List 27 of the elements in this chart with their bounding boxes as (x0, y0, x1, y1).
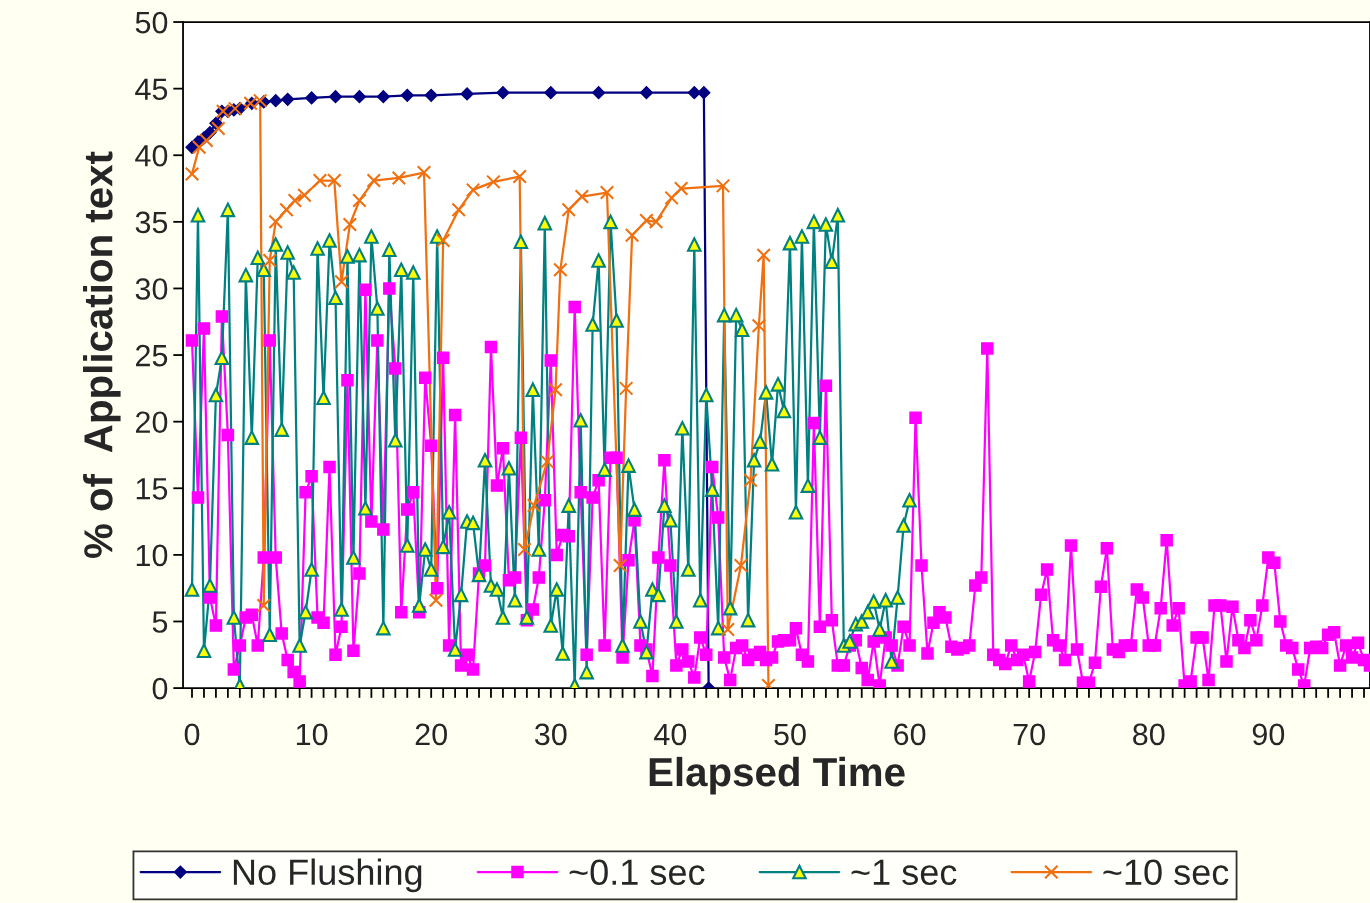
y-tick-label: 5 (152, 611, 168, 633)
x-tick-label: 60 (894, 723, 926, 746)
y-tick-label: 45 (135, 78, 168, 101)
x-tick-label: 70 (1013, 723, 1045, 746)
x-tick-label: 0 (184, 723, 200, 746)
y-tick-label: 15 (136, 478, 168, 500)
y-tick-label: 35 (135, 211, 168, 234)
legend-label: ~1 sec (851, 859, 957, 886)
x-tick-label: 20 (415, 723, 447, 746)
y-axis-title: % of Application text (83, 151, 121, 559)
x-tick-label: 50 (774, 723, 806, 746)
x-tick-label: 30 (534, 723, 567, 746)
x-tick-label: 10 (296, 723, 328, 746)
x-axis-title: Elapsed Time (649, 756, 905, 795)
legend-label: ~0.1 sec (569, 859, 705, 886)
y-tick-label: 40 (135, 144, 168, 167)
y-tick-label: 30 (135, 278, 168, 300)
y-tick-label: 10 (136, 544, 168, 567)
y-tick-label: 0 (152, 677, 168, 700)
legend-label: No Flushing (233, 858, 422, 893)
y-tick-label: 50 (135, 11, 168, 34)
x-tick-label: 80 (1133, 723, 1165, 746)
legend-label: ~10 sec (1103, 859, 1229, 886)
x-tick-label: 40 (654, 723, 687, 746)
x-tick-label: 90 (1252, 723, 1285, 746)
y-tick-label: 25 (136, 344, 168, 367)
y-tick-label: 20 (136, 411, 168, 434)
